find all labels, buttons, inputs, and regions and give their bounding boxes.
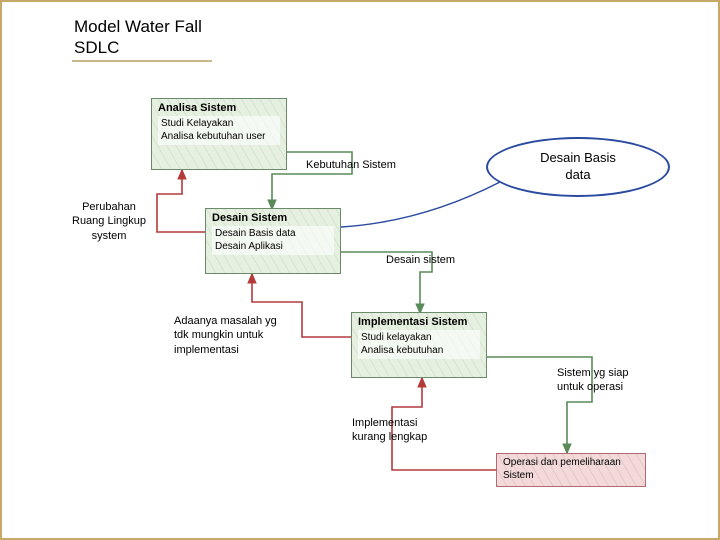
phase-desain-body: Desain Basis dataDesain Aplikasi <box>212 226 334 255</box>
phase-desain-header: Desain Sistem <box>212 212 334 224</box>
label-kebutuhan-sistem: Kebutuhan Sistem <box>306 158 396 172</box>
phase-analisa-header: Analisa Sistem <box>158 102 280 114</box>
phase-implementasi: Implementasi Sistem Studi kelayakanAnali… <box>351 312 487 378</box>
label-desain-sistem: Desain sistem <box>386 253 455 267</box>
phase-analisa: Analisa Sistem Studi KelayakanAnalisa ke… <box>151 98 287 170</box>
phase-desain: Desain Sistem Desain Basis dataDesain Ap… <box>205 208 341 274</box>
phase-analisa-body: Studi KelayakanAnalisa kebutuhan user <box>158 116 280 145</box>
label-sistem-siap: Sistem yg siapuntuk operasi <box>557 366 629 395</box>
label-implementasi-kurang: Implementasikurang lengkap <box>352 416 427 445</box>
ellipse-desain-basis-data: Desain Basisdata <box>486 137 670 197</box>
phase-implementasi-header: Implementasi Sistem <box>358 316 480 328</box>
label-adanya-masalah: Adaanya masalah ygtdk mungkin untukimple… <box>174 314 277 357</box>
phase-operasi: Operasi dan pemeliharaan Sistem <box>496 453 646 487</box>
page-title: Model Water FallSDLC <box>74 16 202 59</box>
title-underline <box>72 60 212 62</box>
phase-implementasi-body: Studi kelayakanAnalisa kebutuhan <box>358 330 480 359</box>
ellipse-text: Desain Basisdata <box>540 150 616 184</box>
phase-operasi-header: Operasi dan pemeliharaan Sistem <box>503 457 639 482</box>
label-perubahan: PerubahanRuang Lingkupsystem <box>72 200 146 243</box>
